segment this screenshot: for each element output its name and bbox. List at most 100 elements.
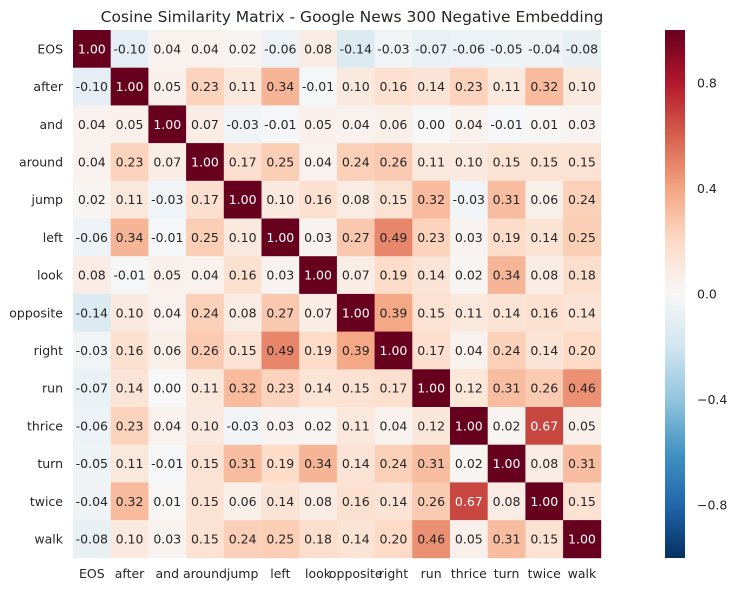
heatmap-cell-opposite-run <box>412 293 451 332</box>
cell-value-label: 0.15 <box>191 494 219 509</box>
cell-value-label: 0.17 <box>229 154 257 169</box>
cell-value-label: -0.05 <box>76 456 108 471</box>
cell-value-label: 0.24 <box>493 343 521 358</box>
heatmap-cell-EOS-opposite <box>336 30 375 69</box>
heatmap-cell-opposite-right <box>374 293 413 332</box>
cell-value-label: 0.16 <box>342 494 370 509</box>
heatmap-cell-around-after <box>110 143 149 182</box>
heatmap-cell-right-right <box>374 331 413 370</box>
heatmap-cell-twice-turn <box>487 482 526 521</box>
heatmap-cell-walk-around <box>186 520 225 559</box>
cell-value-label: 0.04 <box>342 117 370 132</box>
cell-value-label: 0.10 <box>266 192 294 207</box>
heatmap-cell-EOS-thrice <box>450 30 489 69</box>
heatmap-cell-around-and <box>148 143 187 182</box>
cell-value-label: 0.06 <box>153 343 181 358</box>
heatmap-cell-twice-look <box>299 482 338 521</box>
cell-value-label: 0.02 <box>455 456 483 471</box>
heatmap-cell-after-around <box>186 67 225 106</box>
heatmap-cell-opposite-jump <box>223 293 262 332</box>
cell-value-label: 1.00 <box>116 79 144 94</box>
heatmap-cell-around-twice <box>525 143 564 182</box>
heatmap-cell-turn-after <box>110 444 149 483</box>
heatmap-cell-right-walk <box>563 331 602 370</box>
y-tick-label: left <box>43 230 63 245</box>
heatmap-cell-around-look <box>299 143 338 182</box>
heatmap-cell-walk-twice <box>525 520 564 559</box>
heatmap-cell-run-jump <box>223 369 262 408</box>
cell-value-label: 0.31 <box>493 381 521 396</box>
heatmap-cell-EOS-look <box>299 30 338 69</box>
heatmap-cell-turn-jump <box>223 444 262 483</box>
cell-value-label: 1.00 <box>78 41 106 56</box>
heatmap-cell-and-thrice <box>450 105 489 144</box>
heatmap-cell-look-turn <box>487 256 526 295</box>
cell-value-label: 0.01 <box>153 494 181 509</box>
cell-value-label: 0.34 <box>266 79 294 94</box>
heatmap-cell-and-after <box>110 105 149 144</box>
cell-value-label: 0.24 <box>342 154 370 169</box>
y-tick-label: opposite <box>9 305 63 320</box>
cell-value-label: 0.17 <box>191 192 219 207</box>
x-tick-label: twice <box>528 566 561 581</box>
cell-value-label: 0.11 <box>417 154 445 169</box>
heatmap-cell-jump-jump <box>223 180 262 219</box>
heatmap-cell-run-EOS <box>73 369 112 408</box>
cell-value-label: -0.07 <box>415 41 447 56</box>
y-tick-label: jump <box>30 192 63 207</box>
cell-value-label: 0.16 <box>380 79 408 94</box>
cell-value-label: 0.67 <box>530 418 558 433</box>
cell-value-label: 0.03 <box>304 230 332 245</box>
cell-value-label: 0.04 <box>380 418 408 433</box>
x-tick-label: right <box>379 566 408 581</box>
cell-value-label: 0.19 <box>304 343 332 358</box>
heatmap-cell-right-twice <box>525 331 564 370</box>
cell-value-label: -0.10 <box>76 79 108 94</box>
cell-value-label: 0.15 <box>568 154 596 169</box>
heatmap-cell-jump-turn <box>487 180 526 219</box>
heatmap-cell-jump-after <box>110 180 149 219</box>
heatmap-cell-EOS-and <box>148 30 187 69</box>
heatmap-cell-EOS-after <box>110 30 149 69</box>
cell-value-label: 0.26 <box>530 381 558 396</box>
cell-value-label: 0.04 <box>191 268 219 283</box>
x-tick-label: look <box>305 566 332 581</box>
cell-value-label: 0.04 <box>304 154 332 169</box>
cell-value-label: 0.24 <box>568 192 596 207</box>
heatmap-cell-twice-after <box>110 482 149 521</box>
heatmap-cell-opposite-EOS <box>73 293 112 332</box>
cell-value-label: 0.10 <box>568 79 596 94</box>
cell-value-label: 0.39 <box>342 343 370 358</box>
colorbar-tick-label: 0.8 <box>697 75 717 90</box>
heatmap-cell-labels: 1.00 -0.10 0.04 0.04 0.02 -0.06 0.08 -0.14 -0.03… <box>76 41 598 546</box>
cell-value-label: 0.08 <box>78 268 106 283</box>
cell-value-label: 0.14 <box>530 343 558 358</box>
heatmap-cell-thrice-and <box>148 407 187 446</box>
heatmap-cell-jump-and <box>148 180 187 219</box>
cell-value-label: 0.26 <box>380 154 408 169</box>
cell-value-label: 0.04 <box>153 418 181 433</box>
cell-value-label: 0.08 <box>304 41 332 56</box>
cell-value-label: 1.00 <box>342 305 370 320</box>
cell-value-label: 0.01 <box>530 117 558 132</box>
heatmap-cell-and-right <box>374 105 413 144</box>
cell-value-label: 0.08 <box>304 494 332 509</box>
heatmap-cell-jump-walk <box>563 180 602 219</box>
heatmap-cell-walk-after <box>110 520 149 559</box>
heatmap-cell-look-jump <box>223 256 262 295</box>
cell-value-label: 0.08 <box>493 494 521 509</box>
x-tick-label: run <box>421 566 442 581</box>
x-tick-label: thrice <box>451 566 487 581</box>
heatmap-cell-around-around <box>186 143 225 182</box>
heatmap-cell-left-around <box>186 218 225 257</box>
heatmap-cell-after-look <box>299 67 338 106</box>
heatmap-cell-right-and <box>148 331 187 370</box>
cell-value-label: -0.06 <box>76 230 108 245</box>
heatmap-cell-and-twice <box>525 105 564 144</box>
cell-value-label: 0.15 <box>530 531 558 546</box>
heatmap-cell-right-turn <box>487 331 526 370</box>
cell-value-label: 0.46 <box>417 531 445 546</box>
cell-value-label: 0.34 <box>493 268 521 283</box>
heatmap-cell-after-twice <box>525 67 564 106</box>
cell-value-label: 0.31 <box>229 456 257 471</box>
